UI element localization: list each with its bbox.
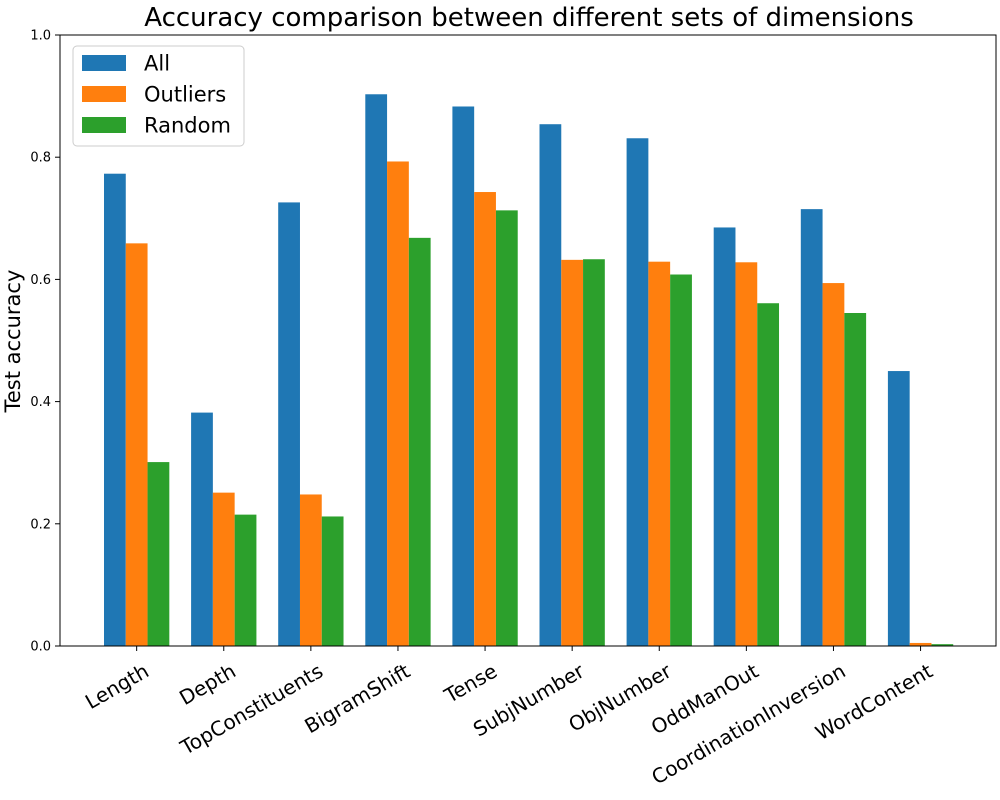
legend-label-all: All bbox=[144, 52, 170, 76]
bar-all-oddmanout bbox=[713, 227, 736, 646]
legend-label-random: Random bbox=[144, 114, 231, 138]
bar-outliers-tense bbox=[474, 192, 496, 646]
bar-all-bigramshift bbox=[365, 94, 388, 646]
y-axis: 0.0 0.2 0.4 0.6 0.8 1.0 bbox=[30, 29, 60, 655]
bar-random-length bbox=[147, 462, 170, 646]
bar-outliers-objnumber bbox=[648, 261, 671, 646]
bar-all-coordinationinversion bbox=[800, 209, 823, 646]
legend-swatch-random bbox=[82, 117, 126, 133]
bar-random-coordinationinversion bbox=[844, 313, 867, 646]
y-tick-label: 0.2 bbox=[30, 517, 51, 532]
y-axis-label: Test accuracy bbox=[1, 270, 25, 414]
y-tick-label: 0.4 bbox=[30, 395, 51, 410]
bar-all-length bbox=[104, 173, 126, 646]
x-tick-label: Length bbox=[81, 659, 153, 714]
bar-random-topconstituents bbox=[321, 516, 344, 646]
x-tick-label: Depth bbox=[175, 659, 240, 710]
bar-random-subjnumber bbox=[583, 259, 605, 646]
bar-random-tense bbox=[495, 210, 518, 647]
bar-all-topconstituents bbox=[278, 202, 300, 646]
y-tick-label: 1.0 bbox=[30, 29, 51, 44]
chart-title: Accuracy comparison between different se… bbox=[144, 3, 914, 33]
bar-all-objnumber bbox=[626, 138, 649, 646]
bar-outliers-subjnumber bbox=[561, 259, 584, 646]
legend-swatch-all bbox=[82, 55, 126, 71]
bar-all-subjnumber bbox=[539, 124, 562, 646]
legend: All Outliers Random bbox=[72, 45, 245, 147]
y-tick-label: 0.8 bbox=[30, 151, 51, 166]
bar-outliers-depth bbox=[212, 492, 235, 646]
bar-outliers-bigramshift bbox=[387, 161, 409, 647]
bar-outliers-coordinationinversion bbox=[822, 283, 845, 646]
bar-all-depth bbox=[191, 412, 213, 646]
bar-all-wordcontent bbox=[887, 371, 910, 646]
legend-label-outliers: Outliers bbox=[144, 83, 226, 107]
bar-all-tense bbox=[452, 106, 475, 647]
bar-random-objnumber bbox=[670, 274, 692, 646]
bar-outliers-topconstituents bbox=[299, 494, 322, 646]
bars-group bbox=[104, 94, 954, 647]
plot-frame bbox=[59, 34, 997, 647]
bar-random-wordcontent bbox=[931, 644, 954, 646]
bar-random-bigramshift bbox=[408, 237, 431, 646]
bar-outliers-oddmanout bbox=[735, 262, 758, 646]
legend-swatch-outliers bbox=[82, 86, 126, 102]
bar-random-depth bbox=[234, 514, 257, 646]
x-tick-label: Tense bbox=[439, 659, 501, 709]
y-tick-label: 0.6 bbox=[30, 273, 51, 288]
bar-outliers-length bbox=[125, 243, 148, 646]
bar-outliers-wordcontent bbox=[909, 642, 932, 646]
x-tick-label: TopConstituents bbox=[175, 659, 327, 760]
bar-random-oddmanout bbox=[757, 303, 780, 646]
y-tick-label: 0.0 bbox=[30, 640, 51, 655]
